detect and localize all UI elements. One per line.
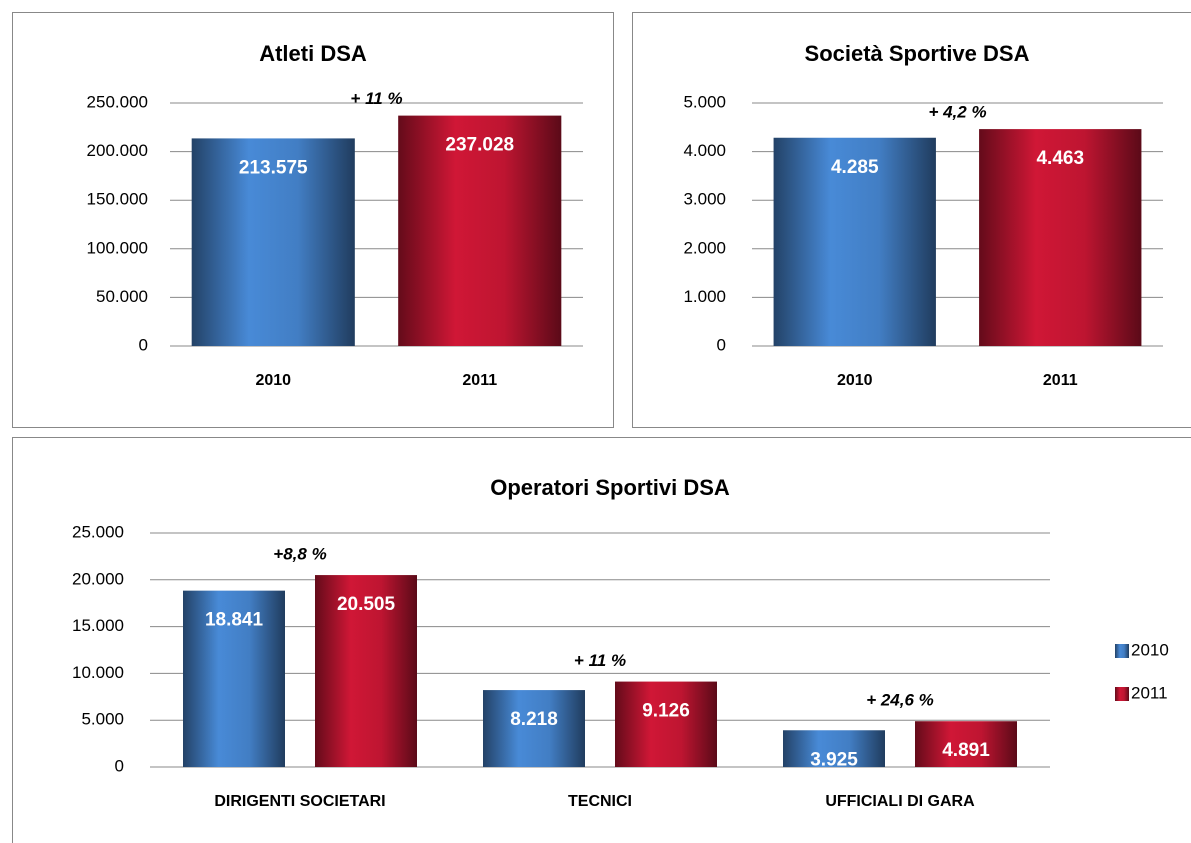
value-label: 18.841 bbox=[205, 610, 264, 631]
y-tick-label: 150.000 bbox=[87, 190, 148, 209]
value-label: 3.925 bbox=[810, 749, 858, 770]
bar bbox=[915, 721, 1017, 767]
y-tick-label: 15.000 bbox=[72, 616, 124, 635]
y-tick-label: 100.000 bbox=[87, 238, 148, 257]
bar bbox=[773, 137, 936, 346]
bar bbox=[191, 138, 355, 346]
legend-swatch bbox=[1115, 644, 1129, 658]
value-label: 237.028 bbox=[445, 135, 514, 156]
value-label: 213.575 bbox=[239, 157, 308, 178]
annotation: + 4,2 % bbox=[928, 103, 986, 122]
value-label: 20.505 bbox=[337, 594, 396, 615]
x-tick-label: 2011 bbox=[462, 372, 497, 389]
chart-title: Operatori Sportivi DSA bbox=[490, 475, 730, 500]
y-tick-label: 5.000 bbox=[81, 710, 124, 729]
value-label: 4.891 bbox=[942, 740, 990, 761]
y-tick-label: 20.000 bbox=[72, 569, 124, 588]
x-tick-label: UFFICIALI DI GARA bbox=[825, 793, 975, 810]
bar bbox=[615, 681, 717, 767]
legend-label: 2011 bbox=[1131, 683, 1168, 702]
annotation: + 11 % bbox=[350, 89, 402, 108]
y-tick-label: 4.000 bbox=[683, 141, 726, 160]
y-tick-label: 0 bbox=[717, 335, 726, 354]
y-tick-label: 50.000 bbox=[96, 287, 148, 306]
value-label: 4.285 bbox=[831, 157, 879, 178]
bar bbox=[183, 590, 285, 767]
y-tick-label: 0 bbox=[139, 335, 148, 354]
x-tick-label: 2010 bbox=[837, 372, 873, 389]
y-tick-label: 0 bbox=[115, 756, 124, 775]
y-tick-label: 200.000 bbox=[87, 141, 148, 160]
y-tick-label: 10.000 bbox=[72, 663, 124, 682]
chart-title: Atleti DSA bbox=[259, 41, 367, 66]
y-tick-label: 3.000 bbox=[683, 190, 726, 209]
annotation: + 24,6 % bbox=[866, 691, 934, 710]
x-tick-label: DIRIGENTI SOCIETARI bbox=[214, 793, 385, 810]
y-tick-label: 250.000 bbox=[87, 92, 148, 111]
bar bbox=[483, 690, 585, 767]
bar bbox=[398, 115, 562, 346]
value-label: 4.463 bbox=[1036, 148, 1084, 169]
bar bbox=[783, 730, 885, 767]
legend-swatch bbox=[1115, 687, 1129, 701]
x-tick-label: 2010 bbox=[255, 372, 291, 389]
bar bbox=[979, 129, 1142, 346]
annotation: + 11 % bbox=[574, 651, 626, 670]
x-tick-label: TECNICI bbox=[568, 793, 632, 810]
bar bbox=[315, 575, 417, 767]
annotation: +8,8 % bbox=[273, 545, 326, 564]
value-label: 9.126 bbox=[642, 701, 690, 722]
y-tick-label: 2.000 bbox=[683, 238, 726, 257]
chart-title: Società Sportive DSA bbox=[805, 41, 1030, 66]
x-tick-label: 2011 bbox=[1043, 372, 1078, 389]
y-tick-label: 1.000 bbox=[683, 287, 726, 306]
legend-label: 2010 bbox=[1131, 640, 1169, 659]
value-label: 8.218 bbox=[510, 709, 558, 730]
y-tick-label: 5.000 bbox=[683, 92, 726, 111]
y-tick-label: 25.000 bbox=[72, 522, 124, 541]
